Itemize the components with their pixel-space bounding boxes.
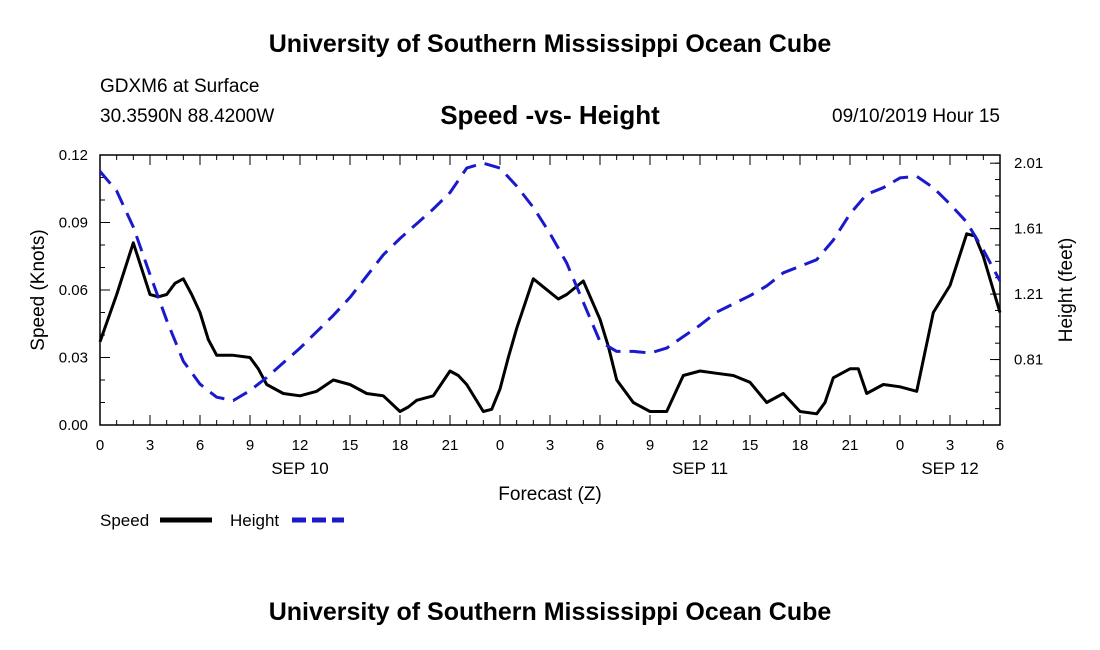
height-series-line [98,161,1002,402]
coordinates-label: 30.3590N 88.4200W [100,106,275,127]
x-tick-label: 15 [342,437,359,454]
x-tick-label: 0 [496,437,504,454]
x-tick-label: 0 [896,437,904,454]
date-label: SEP 10 [271,459,328,478]
legend-height-label: Height [230,511,279,530]
x-axis-label: Forecast (Z) [498,484,601,505]
y-right-tick-label: 1.21 [1014,286,1043,303]
y-right-axis-label: Height (feet) [1056,238,1077,343]
date-label: SEP 12 [921,459,978,478]
footer-title: University of Southern Mississippi Ocean… [268,598,832,626]
page-title: University of Southern Mississippi Ocean… [268,30,832,58]
x-tick-label: 12 [292,437,309,454]
y-right-tick-label: 0.81 [1014,352,1043,369]
legend-speed-label: Speed [100,511,149,530]
speed-series-line [98,232,1002,416]
y-left-tick-label: 0.09 [59,215,88,232]
x-tick-label: 3 [946,437,954,454]
date-label: SEP 11 [672,459,728,478]
y-right-tick-label: 1.61 [1014,221,1043,238]
x-tick-label: 0 [96,437,104,454]
y-left-tick-label: 0.03 [59,350,88,367]
station-label: GDXM6 at Surface [100,76,260,97]
datetime-label: 09/10/2019 Hour 15 [832,106,1000,127]
y-left-tick-label: 0.12 [59,147,88,164]
x-tick-label: 6 [996,437,1004,454]
x-tick-label: 6 [596,437,604,454]
y-left-axis-label: Speed (Knots) [28,229,49,350]
y-left-tick-label: 0.00 [59,417,88,434]
x-tick-label: 3 [546,437,554,454]
x-tick-label: 3 [146,437,154,454]
x-tick-label: 21 [442,437,459,454]
y-left-tick-label: 0.06 [59,282,88,299]
x-tick-label: 21 [842,437,859,454]
x-tick-label: 18 [392,437,409,454]
y-right-tick-label: 2.01 [1014,155,1043,172]
x-tick-label: 15 [742,437,759,454]
x-tick-label: 9 [646,437,654,454]
chart-title: Speed -vs- Height [440,100,660,130]
x-tick-label: 9 [246,437,254,454]
x-tick-label: 6 [196,437,204,454]
x-tick-label: 18 [792,437,809,454]
x-tick-label: 12 [692,437,709,454]
